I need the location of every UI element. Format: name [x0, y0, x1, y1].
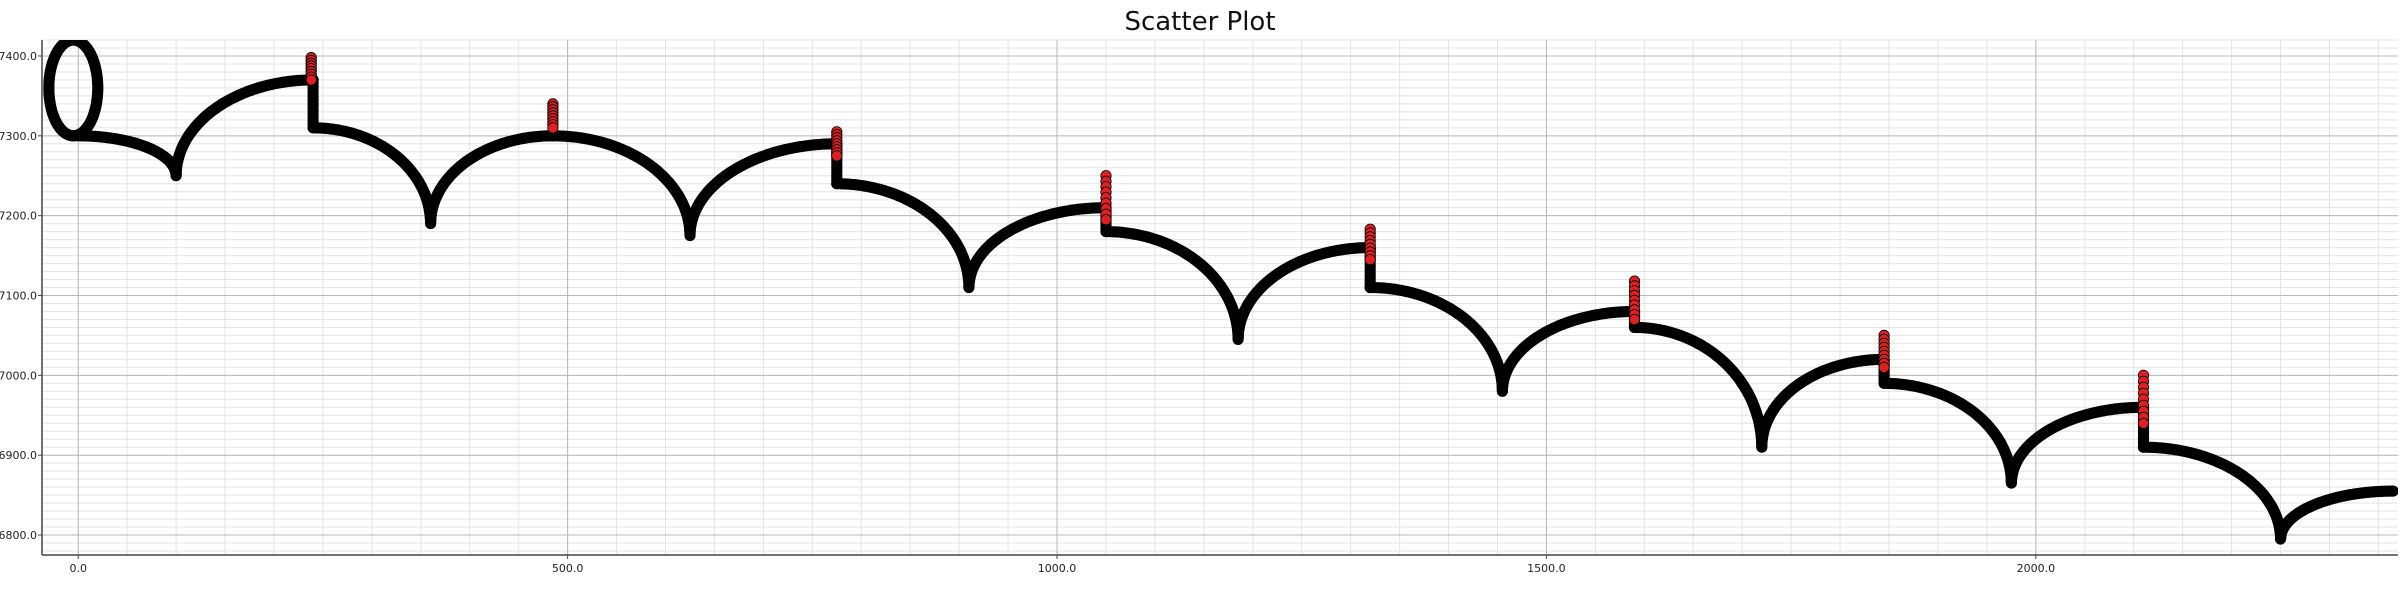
data-point: [54, 42, 66, 54]
data-points: [43, 40, 2398, 545]
data-point: [1364, 281, 1376, 294]
data-point: [1878, 377, 1890, 389]
highlight-point: [831, 150, 843, 162]
highlight-point: [305, 74, 317, 86]
y-tick-label: 7200.0: [0, 210, 37, 223]
y-tick-label: 7000.0: [0, 369, 37, 382]
highlight-point: [1100, 214, 1112, 226]
y-tick-label: 6900.0: [0, 449, 37, 462]
x-tick-label: 0.0: [69, 562, 87, 575]
highlight-point: [1878, 361, 1890, 373]
data-point: [1100, 226, 1112, 238]
highlight-point: [1364, 254, 1376, 266]
data-point: [2137, 441, 2150, 453]
y-tick-label: 6800.0: [0, 529, 37, 542]
data-point: [831, 178, 843, 190]
y-tick-label: 7100.0: [0, 290, 37, 303]
highlight-point: [2137, 417, 2150, 429]
data-point: [2387, 485, 2398, 497]
highlight-point: [547, 122, 559, 134]
x-tick-label: 500.0: [552, 562, 584, 575]
chart-title: Scatter Plot: [1124, 7, 1275, 37]
grid: [42, 39, 2398, 555]
highlight-point: [1628, 313, 1641, 326]
data-point: [307, 122, 319, 134]
y-tick-label: 7300.0: [0, 130, 37, 143]
x-tick-label: 1500.0: [1527, 562, 1566, 575]
x-tick-label: 1000.0: [1038, 562, 1077, 575]
x-tick-label: 2000.0: [2017, 562, 2056, 575]
y-tick-label: 7400.0: [0, 50, 37, 63]
